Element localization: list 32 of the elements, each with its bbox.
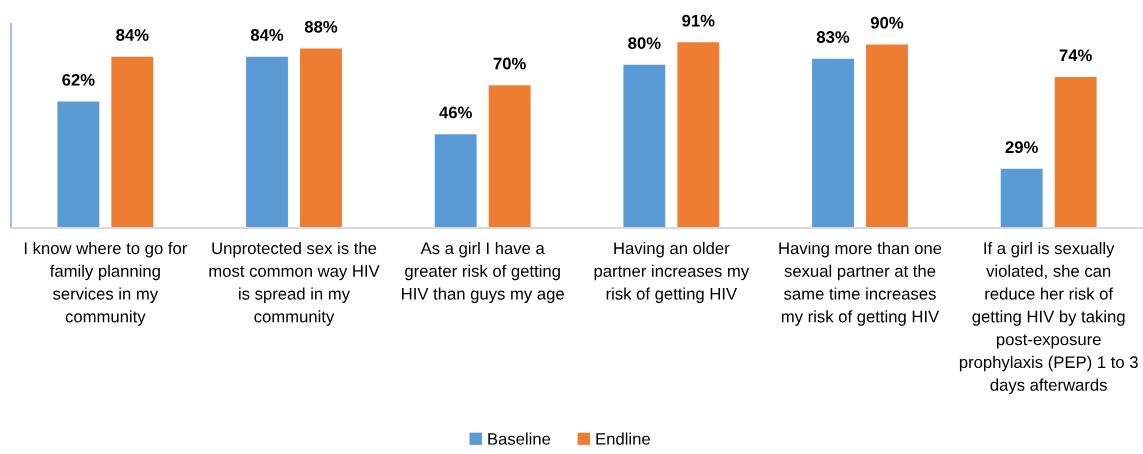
legend-label: Baseline <box>488 432 551 445</box>
bar <box>623 64 666 228</box>
bar <box>57 101 100 228</box>
bar <box>111 56 154 228</box>
data-label: 62% <box>62 73 95 86</box>
x-tick-label: If a girl is sexually violated, she can reduce her risk of getting HIV by taking post-exposure prophylaxis (PEP) 1 to 3 days afterwards <box>959 241 1138 395</box>
data-label: 88% <box>304 20 338 33</box>
data-label: 74% <box>1059 49 1092 62</box>
legend-label: Endline <box>596 432 650 445</box>
bar <box>434 134 477 228</box>
bar <box>866 44 908 228</box>
x-tick-label: As a girl I have a greater risk of getting HIV than guys my age <box>402 241 564 303</box>
data-label: 84% <box>250 29 284 41</box>
bar <box>300 48 342 228</box>
data-label: 90% <box>870 16 904 29</box>
x-tick-label: I know where to go for family planning services in my community <box>24 241 188 326</box>
data-label: 83% <box>816 31 850 43</box>
bar <box>677 42 720 228</box>
data-label: 29% <box>1005 141 1038 154</box>
x-tick-label: Having an older partner increases my risk of getting HIV <box>594 241 750 303</box>
bar <box>246 56 288 228</box>
data-label: 46% <box>439 106 472 119</box>
bar <box>1000 168 1043 228</box>
data-label: 91% <box>682 14 715 27</box>
bar <box>488 85 531 228</box>
data-label: 70% <box>493 57 526 70</box>
data-label: 84% <box>116 29 149 41</box>
data-label: 80% <box>628 37 661 50</box>
bar <box>1054 77 1097 228</box>
x-tick-label: Having more than one sexual partner at the same time increases my risk of getting HIV <box>779 241 942 326</box>
x-tick-label: Unprotected sex is the most common way HIV is spread in my community <box>209 241 380 326</box>
bar <box>812 58 854 228</box>
